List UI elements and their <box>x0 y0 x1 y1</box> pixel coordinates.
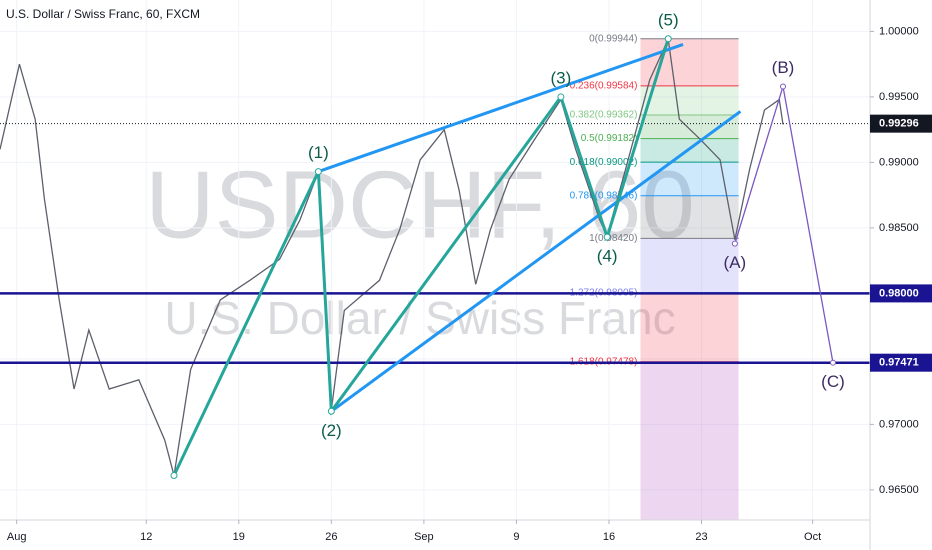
x-tick-label: 23 <box>695 531 707 543</box>
fib-band <box>640 292 739 362</box>
y-tick-label: 0.96500 <box>879 484 919 496</box>
level-tag-label: 0.97471 <box>879 357 919 369</box>
x-tick-label: Sep <box>414 531 434 543</box>
wave-point <box>170 471 178 479</box>
wave-point <box>780 83 786 90</box>
level-tag <box>870 284 932 303</box>
channel-line <box>317 42 684 174</box>
fib-band <box>640 238 739 293</box>
fib-label: 1(0.98420) <box>589 233 637 244</box>
fib-band-below <box>640 361 739 520</box>
fib-label: 0(0.99944) <box>589 33 637 44</box>
fib-label: 0.236(0.99584) <box>570 81 638 92</box>
wave-label: (4) <box>597 247 618 266</box>
impulse-wave <box>172 38 670 477</box>
wave-label: (1) <box>308 143 329 162</box>
y-tick-label: 1.00000 <box>879 25 919 37</box>
x-tick-label: 26 <box>325 531 337 543</box>
last-price-tag <box>870 114 932 133</box>
fib-label: 0.786(0.98746) <box>570 190 638 201</box>
wave-label: (2) <box>321 421 342 440</box>
x-tick-label: 12 <box>140 531 152 543</box>
chart-title: U.S. Dollar / Swiss Franc, 60, FXCM <box>6 7 200 21</box>
fib-band <box>640 85 739 116</box>
x-tick-label: 9 <box>513 531 519 543</box>
wave-point <box>829 359 836 366</box>
last-price-label: 0.99296 <box>879 118 919 130</box>
wave-point <box>314 168 322 176</box>
price-line <box>0 36 784 476</box>
x-tick-label: 16 <box>603 531 615 543</box>
fib-band <box>640 195 739 239</box>
wave-point <box>731 240 738 247</box>
wave-point <box>603 233 611 241</box>
wave-label: (A) <box>724 253 747 272</box>
fib-band <box>640 115 739 139</box>
wave-point <box>327 407 335 415</box>
wave-point <box>557 93 565 101</box>
x-tick-label: 19 <box>233 531 245 543</box>
fib-label: 0.382(0.99362) <box>570 110 638 121</box>
level-tag <box>870 353 932 372</box>
y-tick-label: 0.99000 <box>879 156 919 168</box>
y-tick-label: 0.97000 <box>879 418 919 430</box>
wave-label: (3) <box>550 68 571 87</box>
watermark-symbol: USDCHF, 60 <box>145 151 694 258</box>
wave-point <box>664 35 672 43</box>
fib-label: 0.5(0.99182) <box>581 133 638 144</box>
level-tag-label: 0.98000 <box>879 287 919 299</box>
channel-line <box>330 110 742 413</box>
plot-layer: USDCHF, 60U.S. Dollar / Swiss Franc0(0.9… <box>0 0 870 520</box>
fib-band <box>640 162 739 196</box>
y-tick-label: 0.98500 <box>879 222 919 234</box>
wave-label: (C) <box>821 372 845 391</box>
y-tick-label: 0.99500 <box>879 91 919 103</box>
wave-label: (B) <box>772 58 795 77</box>
fib-label: 0.618(0.99002) <box>570 157 638 168</box>
x-tick-label: Aug <box>7 531 27 543</box>
wave-label: (5) <box>658 10 679 29</box>
x-tick-label: Oct <box>804 531 821 543</box>
